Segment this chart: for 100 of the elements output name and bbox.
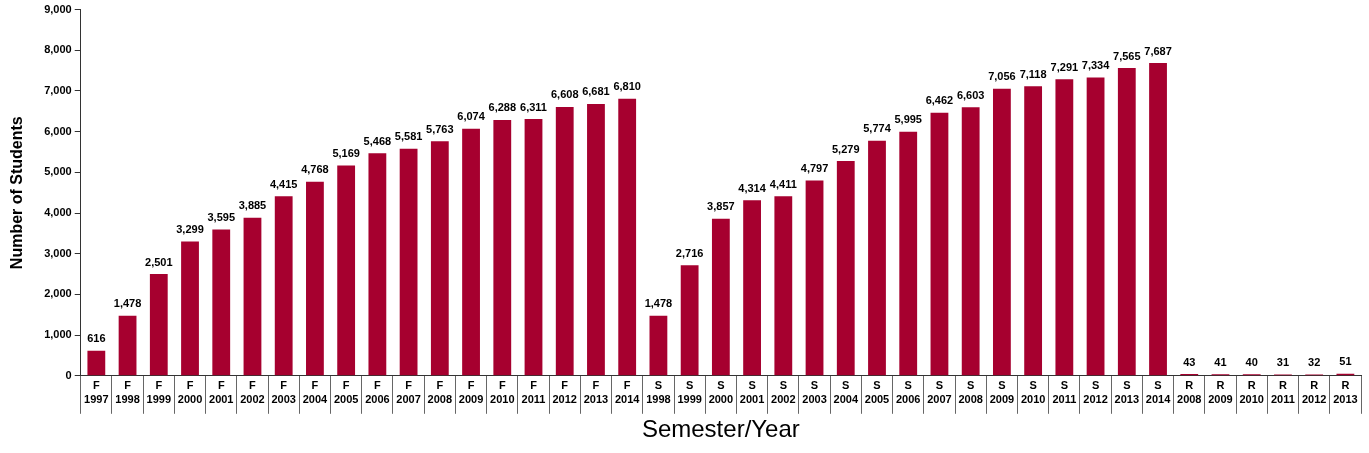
data-label: 3,885 <box>238 199 267 212</box>
y-tick-label: 0 <box>65 368 72 381</box>
x-tick-label: S 2007 <box>927 379 952 405</box>
data-label: 5,169 <box>332 147 360 160</box>
data-label: 7,565 <box>1113 49 1141 62</box>
bar <box>836 161 855 376</box>
data-label: 32 <box>1308 356 1321 369</box>
data-label: 5,774 <box>863 122 892 135</box>
data-label: 4,797 <box>800 162 829 175</box>
x-axis-title: Semester/Year <box>641 415 800 443</box>
bar <box>493 119 512 376</box>
x-tick-label: S 2000 <box>708 379 734 405</box>
data-label: 3,299 <box>176 223 204 236</box>
x-tick-label: F 1997 <box>84 379 109 405</box>
x-tick-label: S 2008 <box>958 379 983 405</box>
data-label: 5,468 <box>363 134 392 147</box>
bar <box>587 103 605 376</box>
x-tick-label: F 2006 <box>365 379 390 405</box>
bar <box>1149 63 1167 376</box>
bar <box>649 315 668 376</box>
data-label: 6,810 <box>613 80 641 93</box>
data-label: 7,118 <box>1019 67 1047 80</box>
y-tick-label: 9,000 <box>44 2 72 15</box>
data-label: 7,334 <box>1081 58 1111 71</box>
bar <box>337 165 356 376</box>
data-label: 5,995 <box>894 113 922 126</box>
x-tick-label: F 2010 <box>490 379 515 405</box>
x-tick-label: F 2001 <box>209 379 234 405</box>
bar <box>368 153 387 376</box>
data-label: 2,716 <box>675 246 704 259</box>
bar <box>930 112 949 376</box>
x-tick-label: R 2009 <box>1208 379 1233 405</box>
bar <box>1024 86 1043 376</box>
x-tick-label: S 1999 <box>677 379 702 405</box>
data-label: 616 <box>87 332 106 345</box>
x-tick-label: S 2005 <box>864 379 890 405</box>
bar <box>243 217 262 376</box>
x-tick-label: R 2011 <box>1271 379 1295 405</box>
bar <box>462 128 480 376</box>
bar <box>1055 79 1074 376</box>
bar <box>524 119 543 376</box>
x-tick-label: S 2009 <box>989 379 1015 405</box>
bar <box>992 88 1011 376</box>
x-tick-label: S 2011 <box>1052 379 1077 405</box>
x-tick-label: R 2008 <box>1177 379 1202 405</box>
y-tick-label: 7,000 <box>44 84 72 97</box>
x-tick-label: S 2013 <box>1114 379 1140 405</box>
bar <box>1086 77 1105 376</box>
x-tick-label: F 2000 <box>177 379 203 405</box>
data-label: 6,608 <box>550 88 579 101</box>
y-tick-label: 3,000 <box>44 246 72 259</box>
data-label: 1,478 <box>644 297 673 310</box>
data-label: 6,462 <box>925 94 954 107</box>
x-tick-label: F 2003 <box>271 379 296 405</box>
x-tick-label: F 1999 <box>146 379 172 405</box>
x-tick-label: R 2010 <box>1239 379 1264 405</box>
data-label: 1,478 <box>113 297 142 310</box>
bar <box>899 131 918 376</box>
bar <box>961 107 980 376</box>
x-tick-label: F 2009 <box>458 379 484 405</box>
bar <box>212 229 231 376</box>
bar <box>555 106 574 376</box>
data-label: 51 <box>1339 355 1352 368</box>
bar <box>149 274 168 376</box>
x-tick-label: F 2008 <box>427 379 453 405</box>
y-axis-title: Number of Students <box>8 116 26 270</box>
bar <box>274 196 293 376</box>
bar <box>118 315 137 376</box>
data-label: 5,763 <box>426 122 454 135</box>
data-label: 6,074 <box>457 110 486 123</box>
x-tick-label: S 2004 <box>833 379 859 405</box>
bar <box>743 200 761 376</box>
bar <box>1117 67 1136 376</box>
data-label: 4,411 <box>769 177 797 190</box>
x-tick-label: F 2013 <box>583 379 609 405</box>
y-tick-label: 6,000 <box>44 124 72 137</box>
x-tick-label: S 2002 <box>771 379 796 405</box>
data-label: 40 <box>1245 355 1258 368</box>
data-label: 41 <box>1214 355 1227 368</box>
x-tick-label: F 1998 <box>115 379 140 405</box>
x-tick-label: S 2003 <box>802 379 827 405</box>
x-tick-label: F 2014 <box>614 379 641 405</box>
bar <box>711 218 730 376</box>
bar <box>774 196 793 376</box>
x-tick-label: S 2001 <box>739 379 765 405</box>
x-tick-label: S 2010 <box>1020 379 1046 405</box>
x-tick-label: F 2004 <box>302 379 329 405</box>
bar <box>868 140 886 376</box>
data-label: 3,857 <box>707 200 735 213</box>
data-label: 6,603 <box>956 88 985 101</box>
x-tick-label: S 1998 <box>646 379 671 405</box>
bar <box>680 265 699 376</box>
x-tick-label: F 2012 <box>552 379 577 405</box>
y-tick-label: 2,000 <box>44 287 72 300</box>
bar <box>306 181 324 376</box>
x-tick-label: R 2013 <box>1333 379 1358 405</box>
data-label: 7,687 <box>1144 44 1172 57</box>
data-label: 4,314 <box>738 181 767 194</box>
data-label: 3,595 <box>207 211 236 224</box>
bar <box>805 180 824 376</box>
